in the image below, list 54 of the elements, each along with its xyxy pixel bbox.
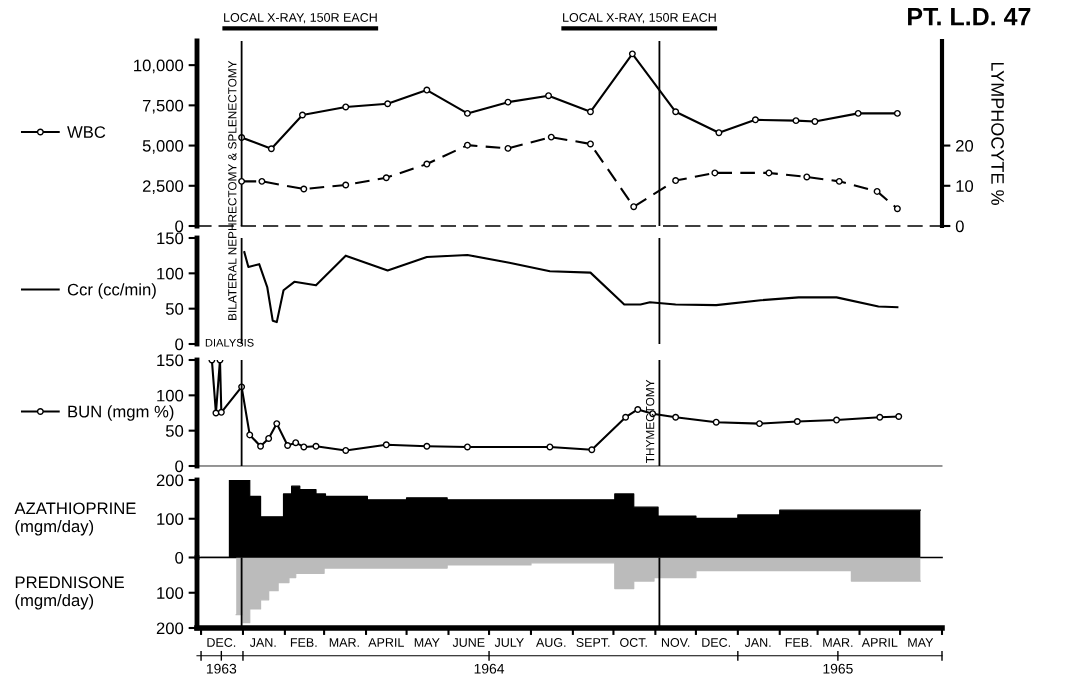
x-tick-label: APRIL <box>368 638 404 647</box>
y-tick-label: 50 <box>165 303 184 315</box>
y-tick-label: 100 <box>157 389 184 402</box>
y-tick-label: 150 <box>157 232 184 245</box>
y-tick-label: 200 <box>156 622 184 635</box>
text: LOCAL X-RAY, 150R EACH <box>563 13 716 24</box>
x-tick-label: AUG. <box>535 638 566 647</box>
x-tick-label: MAR. <box>329 638 359 647</box>
x-tick-label: FEB. <box>785 638 812 647</box>
x-tick-label: SEPT. <box>576 638 610 647</box>
legend-label: BUN (mgm %) <box>68 405 174 421</box>
y-tick-label: 150 <box>157 354 184 367</box>
y2-tick-label: 20 <box>956 139 974 152</box>
x-tick-label: MAY <box>414 638 440 647</box>
x2-tick-label: 1964 <box>474 663 505 674</box>
y-tick-label: 10,000 <box>134 59 184 74</box>
y-tick-label: 5,000 <box>142 139 184 154</box>
x-tick-label: NOV. <box>661 638 690 647</box>
y-tick-label: 50 <box>165 425 184 437</box>
x-tick-label: FEB. <box>290 638 317 647</box>
y-tick-label: 0 <box>175 220 184 233</box>
y-tick-label: 200 <box>156 474 184 487</box>
x-tick-label: JAN. <box>249 638 276 647</box>
text: LOCAL X-RAY, 150R EACH <box>224 13 377 24</box>
annotation: DIALYSIS <box>205 338 254 347</box>
y-tick-label: 100 <box>157 587 184 599</box>
x2-tick-label: 1965 <box>823 663 853 674</box>
y-tick-label: 0 <box>175 460 184 473</box>
y2-tick-label: 10 <box>956 180 974 192</box>
x2-tick-label: 1963 <box>206 663 237 674</box>
x-tick-label: JAN. <box>744 638 771 647</box>
x-tick-label: JULY <box>494 638 524 647</box>
y-axis-title: PREDNISONE (mgm/day) <box>15 576 124 610</box>
y-tick-label: 2,500 <box>142 180 184 194</box>
ref-line-label: BILATERAL NEPHRECTOMY & SPLENECTOMY <box>228 60 237 320</box>
x-tick-label: MAR. <box>823 638 853 647</box>
y-tick-label: 100 <box>157 267 184 280</box>
x-tick-label: APRIL <box>861 638 898 647</box>
y2-axis-title: LYMPHOCYTE % <box>991 62 1004 205</box>
x-tick-label: MAY <box>908 638 934 647</box>
y-tick-label: 7,500 <box>142 99 184 114</box>
x-tick-label: DEC. <box>702 638 730 647</box>
chart-title: PT. L.D. 47 <box>908 8 1031 26</box>
legend-label: WBC <box>67 126 106 138</box>
ref-line-label: THYMECTOMY <box>645 379 655 463</box>
x-tick-label: OCT. <box>620 638 647 647</box>
x-tick-label: DEC. <box>207 638 236 647</box>
y2-tick-label: 0 <box>955 220 964 233</box>
y-tick-label: 0 <box>175 551 184 564</box>
y-tick-label: 0 <box>175 338 184 351</box>
y-axis-title: AZATHIOPRINE (mgm/day) <box>14 502 136 536</box>
x-tick-label: JUNE <box>452 638 485 647</box>
legend-label: Ccr (cc/min) <box>67 283 156 299</box>
y-tick-label: 100 <box>157 513 184 525</box>
